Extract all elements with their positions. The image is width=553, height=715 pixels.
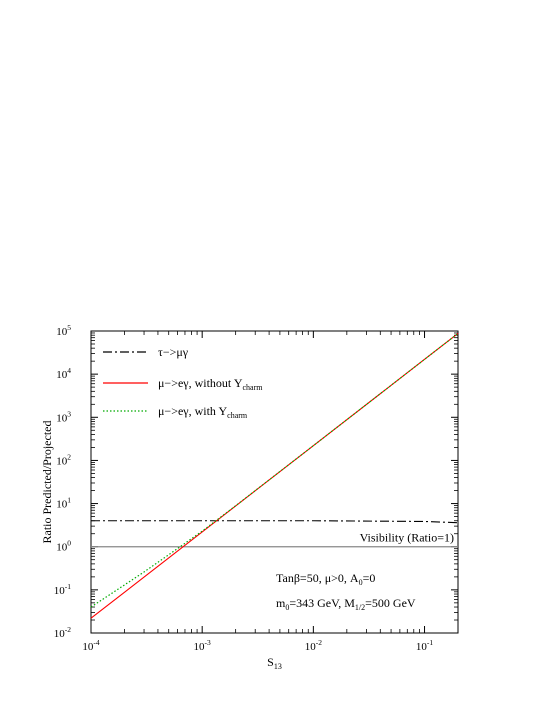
y-tick-label-base: 10: [56, 326, 68, 338]
legend-label-text: μ−>eγ, with Y: [158, 404, 227, 418]
annotation-text: =0: [363, 571, 376, 585]
annotation-text: m: [276, 596, 286, 610]
y-tick-label-exponent: 3: [67, 409, 71, 418]
series-line-2: [90, 332, 459, 608]
x-tick-label-exponent: -2: [316, 638, 322, 647]
legend-label-text: μ−>eγ, without Y: [158, 376, 243, 390]
x-tick-label: 10-2: [305, 638, 322, 653]
x-tick-label-exponent: -3: [205, 638, 211, 647]
y-tick-label-base: 10: [56, 542, 68, 554]
y-tick-label-exponent: 1: [67, 496, 71, 505]
legend-label-text: τ−>μγ: [158, 345, 189, 359]
y-tick-label: 10-1: [54, 582, 71, 597]
series-group: [90, 332, 459, 619]
annotation-text: =343 GeV, M: [289, 596, 355, 610]
y-tick-label-exponent: 4: [67, 366, 71, 375]
y-tick-label-base: 10: [56, 499, 68, 511]
y-tick-label-base: 10: [56, 412, 68, 424]
x-axis-title-subscript: 13: [274, 662, 282, 671]
y-tick-label-exponent: 5: [67, 323, 71, 332]
visibility-label: Visibility (Ratio=1): [360, 531, 454, 545]
annotation-text: Tanβ=50, μ>0, A: [276, 571, 359, 585]
x-tick-label: 10-1: [416, 638, 433, 653]
axis-titles: S13 Ratio Predicted/Projected: [40, 421, 282, 671]
annotation-subscript: 0: [359, 578, 363, 587]
series-line-0: [91, 520, 459, 524]
y-tick-label: 104: [56, 366, 71, 381]
legend-label-subscript: charm: [243, 383, 264, 392]
x-tick-label-base: 10: [416, 641, 428, 653]
x-tick-label-base: 10: [194, 641, 206, 653]
y-tick-label: 102: [56, 452, 71, 467]
y-tick-label-exponent: 2: [67, 452, 71, 461]
x-tick-label-base: 10: [82, 641, 94, 653]
annotation-1: m0=343 GeV, M1/2=500 GeV: [276, 596, 416, 612]
y-tick-label-base: 10: [56, 369, 68, 381]
x-tick-label-exponent: -1: [427, 638, 433, 647]
annotation-subscript: 1/2: [355, 603, 365, 612]
legend-label-2: μ−>eγ, with Ycharm: [158, 404, 248, 420]
plot-frame: [90, 330, 459, 634]
x-tick-label-base: 10: [305, 641, 317, 653]
annotation-text: =500 GeV: [365, 596, 416, 610]
y-tick-label: 101: [56, 496, 71, 511]
y-tick-label: 103: [56, 409, 71, 424]
legend-label-1: μ−>eγ, without Ycharm: [158, 376, 263, 392]
y-tick-label: 105: [56, 323, 71, 338]
annotations: Tanβ=50, μ>0, A0=0m0=343 GeV, M1/2=500 G…: [276, 571, 416, 612]
y-tick-label-exponent: -2: [65, 625, 71, 634]
x-tick-label: 10-3: [194, 638, 211, 653]
y-tick-label-base: 10: [54, 585, 66, 597]
y-axis-title: Ratio Predicted/Projected: [40, 421, 54, 544]
legend-label-subscript: charm: [227, 411, 248, 420]
x-axis-title-main: S: [267, 655, 274, 669]
x-axis-title: S13: [267, 655, 282, 671]
x-tick-label-exponent: -4: [93, 638, 99, 647]
y-tick-label-exponent: 0: [67, 539, 71, 548]
legend-label-0: τ−>μγ: [158, 345, 189, 359]
series-line-1: [90, 332, 459, 619]
x-tick-label: 10-4: [82, 638, 99, 653]
y-tick-label-exponent: -1: [65, 582, 71, 591]
y-tick-label-base: 10: [56, 455, 68, 467]
annotation-0: Tanβ=50, μ>0, A0=0: [276, 571, 375, 587]
annotation-subscript: 0: [285, 603, 289, 612]
y-tick-label-base: 10: [54, 628, 66, 640]
y-tick-label: 100: [56, 539, 71, 554]
y-tick-label: 10-2: [54, 625, 71, 640]
axis-ticks: 10-4 10-3 10-2 10-110-210-11001011021031041…: [54, 323, 458, 653]
reference-line-group: Visibility (Ratio=1): [91, 531, 458, 548]
